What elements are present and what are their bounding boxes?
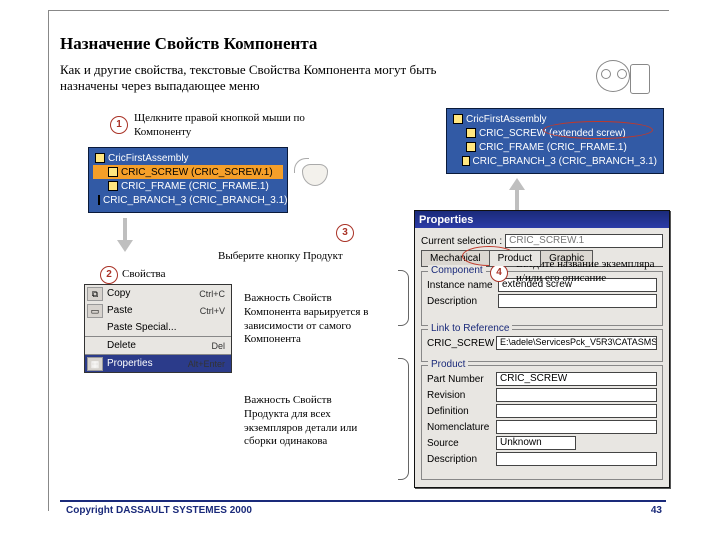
note-1: Важность Свойств Компонента варьируется …: [244, 292, 376, 347]
description-label: Description: [427, 296, 495, 307]
menu-key: Del: [211, 341, 225, 351]
step-3-marker: 3: [336, 224, 354, 242]
description-input[interactable]: [498, 294, 657, 308]
menu-properties[interactable]: ▦ Properties Alt+Enter: [85, 355, 231, 372]
menu-copy[interactable]: ⧉ Copy Ctrl+C: [85, 285, 231, 302]
tab-mechanical[interactable]: Mechanical: [421, 250, 490, 266]
tree-item-label: CRIC_BRANCH_3 (CRIC_BRANCH_3.1): [103, 195, 288, 206]
menu-label: Copy: [107, 288, 195, 299]
arrow-up-icon: [510, 178, 524, 212]
menu-key: Ctrl+V: [200, 306, 225, 316]
mouse-icon: [294, 158, 332, 186]
tree-item[interactable]: CRIC_BRANCH_3 (CRIC_BRANCH_3.1): [93, 193, 283, 207]
menu-paste-special[interactable]: Paste Special...: [85, 319, 231, 336]
copy-icon: ⧉: [87, 287, 103, 301]
arrow-down-icon: [118, 218, 132, 252]
menu-key: Ctrl+C: [199, 289, 225, 299]
footer-page: 43: [651, 505, 662, 516]
group-link: Link to Reference CRIC_SCREWE:\adele\Ser…: [421, 329, 663, 362]
step-1-marker: 1: [110, 116, 128, 134]
link-label: CRIC_SCREW: [427, 338, 493, 349]
source-label: Source: [427, 438, 493, 449]
menu-paste[interactable]: ▭ Paste Ctrl+V: [85, 302, 231, 319]
menu-label: Paste Special...: [107, 322, 225, 333]
tree-root[interactable]: CricFirstAssembly: [93, 151, 283, 165]
context-menu[interactable]: ⧉ Copy Ctrl+C ▭ Paste Ctrl+V Paste Special..…: [84, 284, 232, 373]
step-2-marker: 2: [100, 266, 118, 284]
step-1-text: Щелкните правой кнопкой мыши по Компонен…: [134, 112, 334, 140]
description2-input[interactable]: [496, 452, 657, 466]
footer: Copyright DASSAULT SYSTEMES 2000 43: [60, 500, 666, 522]
tree-root-label: CricFirstAssembly: [108, 153, 189, 164]
current-selection-input[interactable]: CRIC_SCREW.1: [505, 234, 663, 248]
tree-root[interactable]: CricFirstAssembly: [451, 112, 659, 126]
nomenclature-label: Nomenclature: [427, 422, 493, 433]
page-lead: Как и другие свойства, текстовые Свойств…: [60, 62, 490, 95]
tab-product[interactable]: Product: [489, 250, 541, 266]
tree-item-label: CRIC_SCREW (CRIC_SCREW.1): [121, 167, 273, 178]
footer-rule: [60, 500, 666, 502]
partnumber-label: Part Number: [427, 374, 493, 385]
instance-label: Instance name: [427, 280, 495, 291]
definition-label: Definition: [427, 406, 493, 417]
paste-icon: ▭: [87, 304, 103, 318]
nomenclature-input[interactable]: [496, 420, 657, 434]
tree-item[interactable]: CRIC_FRAME (CRIC_FRAME.1): [93, 179, 283, 193]
properties-dialog[interactable]: Properties Current selection : CRIC_SCRE…: [414, 210, 670, 488]
tree-root-label: CricFirstAssembly: [466, 114, 547, 125]
tree-item-label: CRIC_BRANCH_3 (CRIC_BRANCH_3.1): [473, 156, 658, 167]
menu-label: Properties: [107, 358, 184, 369]
menu-label: Paste: [107, 305, 196, 316]
properties-icon: ▦: [87, 357, 103, 371]
tree-item-label: CRIC_FRAME (CRIC_FRAME.1): [479, 142, 627, 153]
footer-copyright: Copyright DASSAULT SYSTEMES 2000: [66, 505, 252, 516]
slide: Назначение Свойств Компонента Как и друг…: [0, 0, 720, 540]
definition-input[interactable]: [496, 404, 657, 418]
menu-delete[interactable]: Delete Del: [85, 337, 231, 354]
current-selection-label: Current selection :: [421, 236, 502, 247]
step-4-marker: 4: [490, 264, 508, 282]
dialog-title: Properties: [419, 214, 473, 226]
group-legend: Product: [428, 359, 468, 370]
dialog-titlebar[interactable]: Properties: [415, 211, 669, 228]
spec-tree-left[interactable]: CricFirstAssembly CRIC_SCREW (CRIC_SCREW…: [88, 147, 288, 213]
tree-item[interactable]: CRIC_FRAME (CRIC_FRAME.1): [451, 140, 659, 154]
group-product: Product Part NumberCRIC_SCREW Revision D…: [421, 365, 663, 480]
tree-item[interactable]: CRIC_SCREW (CRIC_SCREW.1): [93, 165, 283, 179]
tree-item-label: CRIC_FRAME (CRIC_FRAME.1): [121, 181, 269, 192]
step-3-text: Выберите кнопку Продукт: [218, 250, 343, 264]
link-input[interactable]: E:\adele\ServicesPck_V5R3\CATASMSkillets…: [496, 336, 657, 350]
step-2-text: Свойства: [122, 268, 165, 282]
revision-label: Revision: [427, 390, 493, 401]
partnumber-input[interactable]: CRIC_SCREW: [496, 372, 657, 386]
source-input[interactable]: Unknown: [496, 436, 576, 450]
brace-icon: [398, 270, 409, 326]
menu-key: Alt+Enter: [188, 359, 225, 369]
current-selection-row: Current selection : CRIC_SCREW.1: [421, 234, 663, 248]
note-2: Важность Свойств Продукта для всех экзем…: [244, 394, 376, 449]
spec-tree-right[interactable]: CricFirstAssembly CRIC_SCREW (extended s…: [446, 108, 664, 174]
group-legend: Link to Reference: [428, 323, 512, 334]
tree-item[interactable]: CRIC_SCREW (extended screw): [451, 126, 659, 140]
group-legend: Component: [428, 265, 486, 276]
description2-label: Description: [427, 454, 493, 465]
brace-icon: [398, 358, 409, 480]
page-title: Назначение Свойств Компонента: [60, 34, 317, 54]
tree-item-label: CRIC_SCREW (extended screw): [479, 128, 626, 139]
mascot-icon: [580, 48, 652, 104]
revision-input[interactable]: [496, 388, 657, 402]
tree-item[interactable]: CRIC_BRANCH_3 (CRIC_BRANCH_3.1): [451, 154, 659, 168]
menu-label: Delete: [107, 340, 207, 351]
